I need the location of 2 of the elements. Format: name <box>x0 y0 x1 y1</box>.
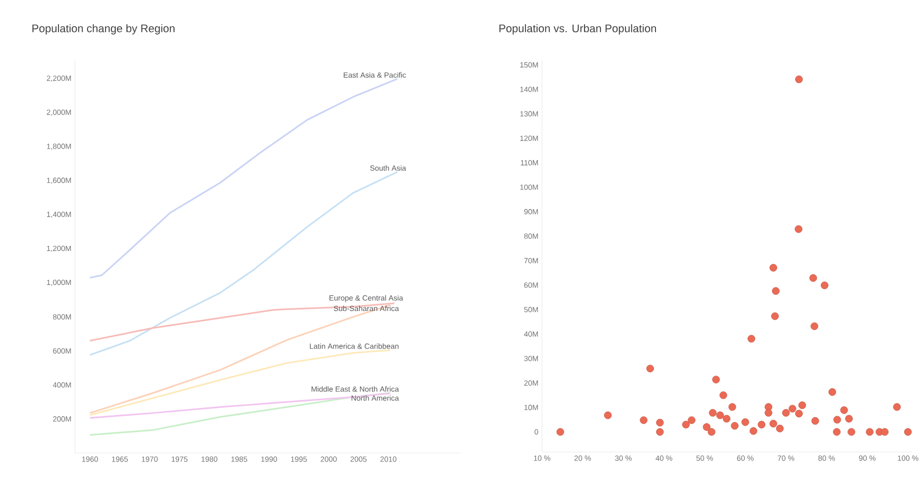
chart-title: Population change by Region <box>32 24 174 34</box>
chart-title: Population vs. Urban Population <box>499 24 656 34</box>
